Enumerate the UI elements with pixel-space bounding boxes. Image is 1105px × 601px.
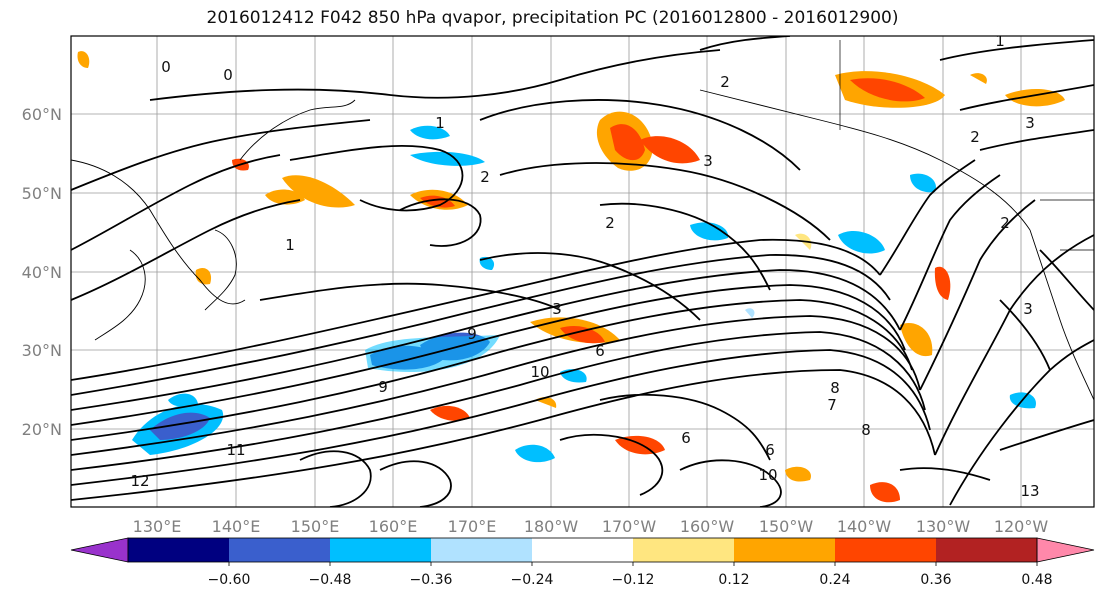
colorbar-segment (532, 538, 634, 562)
lon-label: 140°W (837, 517, 892, 536)
contour-label: 2 (605, 214, 615, 232)
lon-label: 160°E (369, 517, 418, 536)
colorbar-tick-label: −0.12 (612, 572, 655, 588)
lat-label: 20°N (22, 420, 62, 439)
gridlines (71, 36, 1094, 507)
colorbar-segment (835, 538, 937, 562)
contour-label: 9 (378, 378, 388, 396)
lat-label: 40°N (22, 263, 62, 282)
colorbar-segment (936, 538, 1038, 562)
contour-label: 11 (226, 441, 245, 459)
longitude-labels: 130°E 140°E 150°E 160°E 170°E 180°W 170°W 160°W… (133, 517, 1049, 536)
contour-label: 3 (1023, 300, 1033, 318)
qvapor-contours (71, 36, 1094, 507)
contour-label: 1 (435, 114, 445, 132)
contour-label: 8 (830, 379, 840, 397)
contour-label: 10 (758, 466, 777, 484)
lon-label: 140°E (212, 517, 261, 536)
colorbar-tick-label: 0.36 (920, 572, 951, 588)
contour-label: 1 (285, 236, 295, 254)
colorbar-tick-label: −0.24 (511, 572, 554, 588)
lon-label: 180°W (524, 517, 579, 536)
contour-label: 3 (552, 300, 562, 318)
contour-label: 0 (161, 58, 171, 76)
colorbar-tick-label: 0.12 (718, 572, 749, 588)
colorbar-extend-high (1036, 537, 1095, 563)
colorbar-segment (431, 538, 533, 562)
colorbar: −0.60 −0.48 −0.36 −0.24 −0.12 0.12 0.24 0.36 0.4… (70, 537, 1095, 588)
contour-label: 8 (861, 421, 871, 439)
lon-label: 150°E (291, 517, 340, 536)
contour-label: 2 (480, 168, 490, 186)
contour-label: 10 (530, 363, 549, 381)
map-title: 2016012412 F042 850 hPa qvapor, precipit… (206, 8, 899, 28)
lon-label: 160°W (680, 517, 735, 536)
colorbar-tick-label: −0.60 (208, 572, 251, 588)
contour-label: 6 (681, 429, 691, 447)
colorbar-tick-label: −0.36 (410, 572, 453, 588)
contour-label: 0 (223, 66, 233, 84)
contour-label: 2 (970, 128, 980, 146)
lat-label: 30°N (22, 341, 62, 360)
precip-shading (77, 51, 1065, 503)
colorbar-segment (633, 538, 735, 562)
lon-label: 150°W (759, 517, 814, 536)
contour-label: 6 (765, 441, 775, 459)
latitude-labels: 20°N 30°N 40°N 50°N 60°N (22, 105, 62, 439)
contour-label: 9 (467, 325, 477, 343)
lat-label: 60°N (22, 105, 62, 124)
colorbar-tick-label: −0.48 (309, 572, 352, 588)
contour-label: 7 (827, 396, 837, 414)
contour-label: 1 (995, 32, 1005, 50)
contour-label: 3 (703, 152, 713, 170)
colorbar-tick-label: 0.48 (1021, 572, 1052, 588)
lon-label: 170°E (448, 517, 497, 536)
lon-label: 170°W (602, 517, 657, 536)
lon-label: 130°E (133, 517, 182, 536)
contour-label: 12 (130, 472, 149, 490)
colorbar-extend-low (70, 537, 129, 563)
map-frame (70, 35, 1095, 508)
colorbar-tick-label: 0.24 (819, 572, 850, 588)
contour-label: 3 (1025, 114, 1035, 132)
contour-label: 2 (720, 73, 730, 91)
colorbar-segment (330, 538, 432, 562)
contour-label: 6 (595, 342, 605, 360)
colorbar-segment (229, 538, 331, 562)
contour-label: 2 (1000, 214, 1010, 232)
colorbar-segment (128, 538, 230, 562)
lon-label: 130°W (916, 517, 971, 536)
contour-label: 13 (1020, 482, 1039, 500)
coastlines (71, 40, 1094, 401)
colorbar-segment (734, 538, 836, 562)
lon-label: 120°W (994, 517, 1049, 536)
lat-label: 50°N (22, 184, 62, 203)
